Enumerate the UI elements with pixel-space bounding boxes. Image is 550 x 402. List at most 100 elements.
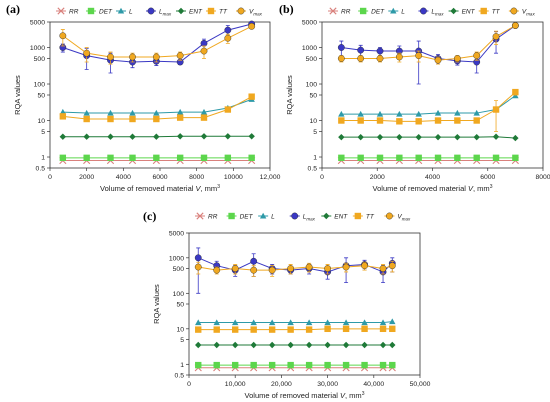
y-axis-label-b: RQA values: [285, 75, 294, 115]
legend-item-c-tt: TT: [352, 212, 375, 221]
point-b-det-3: [396, 154, 403, 162]
x-tick-label-c-1: 10,000: [225, 381, 246, 388]
x-tick-label-a-6: 12,000: [260, 174, 281, 181]
point-a-vmax-7: [224, 34, 232, 42]
legend-marker-a-det: [87, 7, 95, 15]
point-b-ent-8: [492, 133, 500, 140]
point-c-ent-5: [287, 341, 294, 349]
point-b-det-5: [434, 154, 442, 162]
point-c-vmax-6: [305, 263, 313, 271]
legend-label-c-vmax: Vmax: [397, 214, 411, 222]
point-b-vmax-7: [473, 52, 481, 60]
legend-marker-b-lmax: [420, 7, 427, 15]
legend-label-b-l: L: [401, 9, 405, 16]
point-b-lmax-0: [337, 44, 345, 51]
y-tick-label-c-3: 10: [176, 326, 184, 333]
point-c-l-2: [232, 319, 239, 326]
point-c-l-4: [268, 319, 276, 326]
point-c-tt-4: [268, 326, 276, 333]
error-bar-b-tt-8: [494, 100, 499, 132]
x-axis-label-b: Volume of removed material V, mm3: [373, 184, 493, 193]
point-c-vmax-5: [287, 265, 295, 272]
x-tick-label-a-3: 6000: [152, 174, 167, 181]
point-c-l-11: [389, 318, 396, 325]
legend-item-a-l: L: [116, 7, 133, 16]
series-c-ent: [195, 341, 396, 349]
panel-b: (b) 0.5 1 5 10 50 100 500 1000 5000 0 2000 4000 6000…: [275, 0, 550, 195]
y-tick-label-c-8: 5000: [169, 231, 184, 238]
y-tick-label-b-5: 100: [306, 82, 318, 89]
point-a-vmax-2: [107, 53, 114, 61]
point-a-ent-2: [107, 133, 114, 140]
y-tick-label-b-2: 5: [313, 129, 317, 136]
panel-a: (a) 0.5 1 5 10 50 100 500 1000 5000 0 2000 4000 6000…: [0, 0, 281, 195]
y-tick-label-a-5: 100: [34, 82, 46, 89]
point-c-l-5: [287, 319, 294, 326]
point-a-tt-5: [176, 114, 184, 121]
point-c-vmax-3: [250, 266, 258, 274]
point-a-l-6: [200, 108, 208, 115]
legend-item-a-lmax: Lmax: [146, 7, 172, 16]
legend-marker-a-ent: [177, 7, 185, 15]
point-b-tt-2: [376, 117, 384, 124]
point-c-vmax-8: [342, 263, 350, 271]
point-b-det-6: [454, 154, 461, 162]
legend-label-a-vmax: Vmax: [249, 9, 263, 17]
point-b-vmax-6: [453, 55, 461, 62]
panel-label-a: (a): [6, 2, 20, 16]
series-line-c-l: [198, 321, 393, 324]
point-c-det-1: [213, 361, 220, 369]
point-a-tt-2: [107, 115, 114, 123]
x-tick-label-c-4: 40,000: [363, 381, 384, 388]
point-b-l-7: [473, 109, 480, 116]
legend-item-b-tt: TT: [478, 7, 501, 16]
point-c-ent-2: [232, 341, 239, 349]
legend-item-b-lmax: Lmax: [418, 7, 444, 16]
point-a-det-1: [83, 154, 90, 162]
chart-a: 0.5 1 5 10 50 100 500 1000 5000 0 2000 4000 6000 8000…: [13, 7, 281, 193]
series-line-b-lmax: [341, 25, 516, 63]
x-tick-label-c-3: 30,000: [317, 381, 338, 388]
series-a-det: [59, 154, 255, 162]
point-a-det-5: [176, 154, 184, 162]
point-c-ent-11: [389, 341, 396, 349]
point-b-l-6: [454, 109, 461, 116]
series-b-lmax: [337, 22, 519, 85]
point-c-l-1: [213, 319, 220, 326]
legend-marker-b-l: [390, 7, 397, 14]
x-tick-label-c-2: 20,000: [271, 381, 292, 388]
point-b-tt-4: [415, 118, 422, 125]
point-b-ent-1: [357, 133, 364, 141]
x-tick-label-b-2: 4000: [425, 174, 440, 181]
legend-marker-c-rr: [196, 212, 204, 220]
y-tick-label-a-6: 500: [34, 56, 46, 63]
point-b-l-3: [396, 110, 403, 117]
legend-marker-c-ent: [323, 212, 330, 220]
point-b-det-7: [473, 154, 480, 162]
point-a-lmax-6: [200, 39, 208, 47]
legend-item-c-l: L: [258, 212, 275, 221]
legend-marker-b-rr: [329, 7, 337, 15]
point-b-ent-5: [434, 133, 442, 141]
y-tick-label-a-3: 10: [37, 118, 45, 125]
point-c-l-6: [305, 319, 313, 326]
point-c-vmax-1: [213, 266, 221, 274]
y-tick-label-c-6: 500: [173, 266, 185, 273]
point-c-l-10: [379, 319, 387, 326]
point-b-det-0: [338, 154, 345, 162]
point-c-ent-4: [268, 341, 276, 349]
x-axis-label-c: Volume of removed material V, mm3: [245, 391, 365, 400]
legend-marker-b-vmax: [510, 7, 518, 15]
point-a-lmax-7: [224, 26, 232, 34]
panel-label-b: (b): [279, 2, 294, 16]
x-tick-label-c-0: 0: [187, 381, 191, 388]
point-a-l-5: [176, 108, 184, 115]
point-a-tt-7: [224, 106, 232, 113]
legend-item-c-det: DET: [226, 212, 254, 221]
chart-c: 0.5 1 5 10 50 100 500 1000 5000 0 10,000 20,000 30,0…: [152, 212, 431, 400]
y-tick-label-a-1: 1: [41, 155, 45, 162]
point-c-vmax-9: [361, 262, 368, 270]
y-tick-label-c-7: 1000: [169, 255, 184, 262]
y-tick-label-c-1: 1: [180, 362, 184, 369]
point-b-l-4: [415, 110, 422, 117]
